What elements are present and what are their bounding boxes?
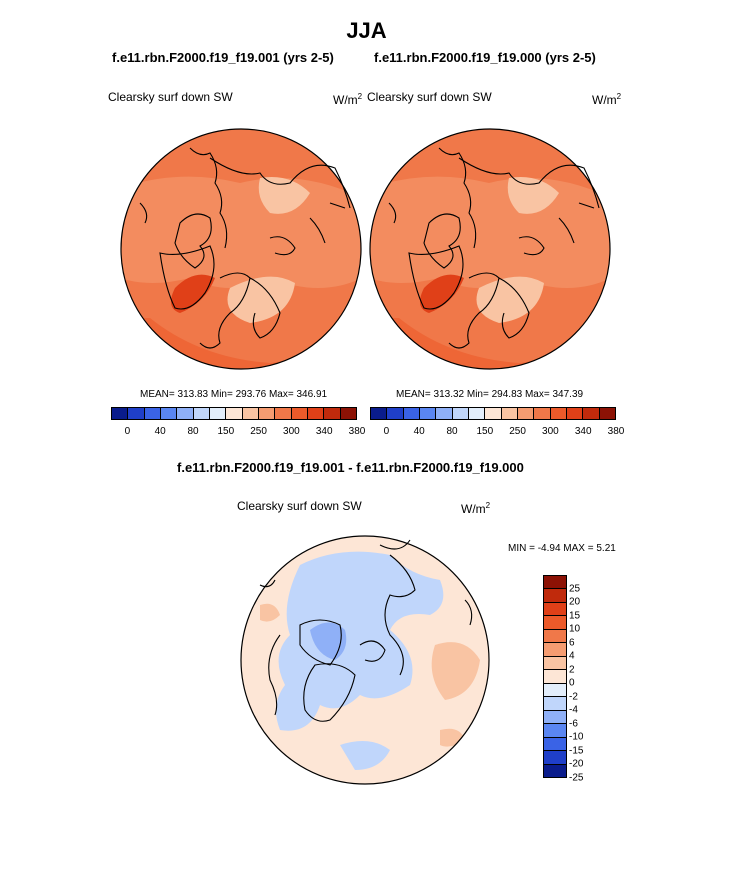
colorbar-swatch [599, 408, 615, 419]
colorbar-swatch [544, 724, 566, 738]
colorbar-tick-label: 2 [569, 664, 575, 676]
colorbar-tick-label: 10 [569, 623, 581, 635]
colorbar-swatch [544, 764, 566, 778]
diff-title: f.e11.rbn.F2000.f19_f19.001 - f.e11.rbn.… [177, 460, 524, 475]
colorbar-tick-label: 380 [348, 426, 366, 437]
colorbar-swatch [544, 616, 566, 630]
left-stats: MEAN= 313.83 Min= 293.76 Max= 346.91 [140, 389, 328, 400]
colorbar-swatch [583, 408, 600, 419]
colorbar-tick-label: 15 [569, 610, 581, 622]
colorbar-swatch [193, 408, 210, 419]
colorbar-tick-label: -25 [569, 772, 584, 784]
colorbar-swatch [517, 408, 535, 419]
colorbar-swatch [403, 408, 420, 419]
left-colorbar [111, 407, 357, 420]
colorbar-tick-label: -15 [569, 745, 584, 757]
colorbar-swatch [544, 602, 566, 617]
colorbar-swatch [226, 408, 243, 419]
colorbar-swatch [544, 751, 566, 765]
right-colorbar-ticks: 0 40 80 150 250 300 340 380 [370, 426, 625, 440]
colorbar-tick-label: 4 [569, 650, 575, 662]
colorbar-swatch [275, 408, 292, 419]
colorbar-swatch [307, 408, 325, 419]
left-units-label: W/m2 [333, 92, 363, 107]
colorbar-swatch [544, 589, 566, 603]
colorbar-swatch [387, 408, 404, 419]
colorbar-tick-label: 20 [569, 596, 581, 608]
diff-colorbar-ticks: 25 20 15 10 6 4 2 0 -2 -4 -6 -10 -15 -20 -25 [569, 575, 609, 783]
left-panel-title: f.e11.rbn.F2000.f19_f19.001 (yrs 2-5) [112, 50, 334, 65]
colorbar-tick-label: 340 [574, 426, 592, 437]
colorbar-tick-label: 250 [509, 426, 526, 437]
colorbar-tick-label: 380 [607, 426, 625, 437]
diff-units-label: W/m2 [461, 501, 491, 516]
colorbar-tick-label: 340 [315, 426, 333, 437]
colorbar-swatch [291, 408, 308, 419]
diff-minmax: MIN = -4.94 MAX = 5.21 [508, 543, 616, 554]
diff-colorbar [543, 575, 567, 778]
colorbar-swatch [544, 683, 566, 698]
colorbar-swatch [112, 408, 129, 419]
colorbar-tick-label: -6 [569, 718, 578, 730]
colorbar-swatch [544, 643, 566, 657]
colorbar-swatch [544, 710, 566, 725]
colorbar-swatch [371, 408, 388, 419]
colorbar-swatch [468, 408, 486, 419]
right-variable-label: Clearsky surf down SW [367, 90, 492, 104]
colorbar-swatch [242, 408, 259, 419]
colorbar-swatch [566, 408, 584, 419]
colorbar-swatch [544, 697, 566, 711]
colorbar-tick-label: 0 [569, 677, 575, 689]
diff-variable-label: Clearsky surf down SW [237, 499, 362, 513]
colorbar-swatch [544, 670, 566, 684]
colorbar-tick-label: 150 [476, 426, 494, 437]
main-title: JJA [346, 18, 387, 43]
colorbar-tick-label: -2 [569, 691, 578, 703]
right-stats: MEAN= 313.32 Min= 294.83 Max= 347.39 [396, 389, 584, 400]
colorbar-swatch [534, 408, 551, 419]
colorbar-swatch [485, 408, 502, 419]
right-colorbar [370, 407, 616, 420]
colorbar-swatch [160, 408, 178, 419]
colorbar-tick-label: 80 [187, 426, 199, 437]
colorbar-tick-label: -10 [569, 731, 584, 743]
colorbar-tick-label: 0 [383, 426, 390, 437]
left-polar-map [120, 128, 362, 370]
colorbar-swatch [419, 408, 437, 419]
right-panel-title: f.e11.rbn.F2000.f19_f19.000 (yrs 2-5) [374, 50, 596, 65]
colorbar-swatch [324, 408, 341, 419]
colorbar-tick-label: 0 [124, 426, 131, 437]
colorbar-swatch [544, 737, 566, 752]
diff-polar-map [240, 535, 490, 785]
colorbar-tick-label: 300 [283, 426, 300, 437]
colorbar-tick-label: 40 [413, 426, 425, 437]
colorbar-tick-label: 40 [154, 426, 166, 437]
colorbar-tick-label: -20 [569, 758, 584, 770]
left-colorbar-ticks: 0 40 80 150 250 300 340 380 [111, 426, 366, 440]
colorbar-swatch [436, 408, 453, 419]
left-variable-label: Clearsky surf down SW [108, 90, 233, 104]
colorbar-swatch [209, 408, 227, 419]
colorbar-swatch [144, 408, 161, 419]
colorbar-tick-label: 150 [217, 426, 235, 437]
colorbar-swatch [258, 408, 276, 419]
colorbar-swatch [128, 408, 145, 419]
colorbar-swatch [501, 408, 518, 419]
colorbar-swatch [544, 656, 566, 671]
colorbar-swatch [550, 408, 567, 419]
colorbar-tick-label: 25 [569, 583, 581, 595]
colorbar-tick-label: -4 [569, 704, 578, 716]
right-polar-map [369, 128, 611, 370]
colorbar-swatch [340, 408, 356, 419]
right-units-label: W/m2 [592, 92, 622, 107]
colorbar-tick-label: 6 [569, 637, 575, 649]
colorbar-tick-label: 250 [250, 426, 267, 437]
colorbar-swatch [544, 576, 566, 590]
colorbar-swatch [544, 629, 566, 644]
colorbar-tick-label: 300 [542, 426, 559, 437]
colorbar-swatch [452, 408, 469, 419]
colorbar-swatch [177, 408, 194, 419]
colorbar-tick-label: 80 [446, 426, 458, 437]
